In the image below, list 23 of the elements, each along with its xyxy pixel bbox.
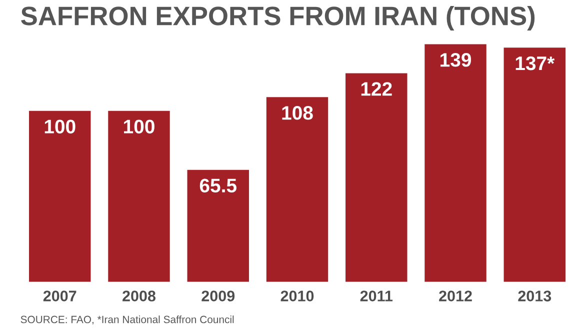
bar: [346, 73, 408, 282]
bar: [108, 110, 170, 282]
chart-title: SAFFRON EXPORTS FROM IRAN (TONS): [21, 6, 535, 31]
x-tick-label: 2009: [202, 290, 235, 302]
data-label: 65.5: [200, 178, 237, 192]
x-tick-label: 2012: [439, 290, 472, 302]
x-tick-label: 2011: [360, 290, 393, 302]
bar: [424, 44, 486, 282]
data-label: 122: [361, 82, 392, 96]
x-tick-label: 2008: [122, 290, 156, 302]
data-label: 100: [124, 120, 154, 134]
bar: [187, 170, 249, 282]
data-label: 108: [282, 106, 313, 120]
bar: [266, 97, 328, 282]
x-tick-label: 2010: [280, 290, 314, 302]
data-label: 139: [440, 53, 472, 67]
x-tick-label: 2013: [518, 290, 552, 302]
bar: [504, 48, 566, 282]
x-tick-label: 2007: [43, 290, 76, 302]
source-note: SOURCE: FAO, *Iran National Saffron Council: [20, 316, 234, 324]
data-label: 137*: [516, 56, 555, 70]
data-label: 100: [44, 120, 76, 134]
bar: [29, 110, 91, 282]
